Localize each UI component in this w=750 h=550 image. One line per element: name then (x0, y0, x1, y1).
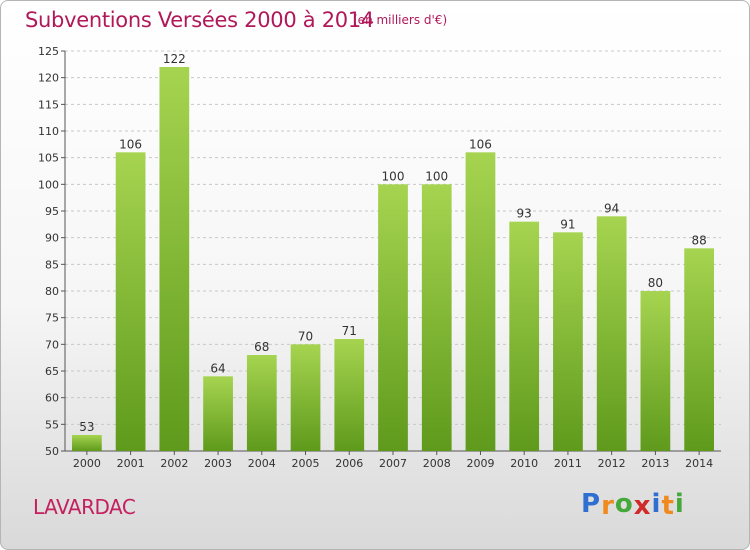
y-tick-label: 55 (45, 418, 59, 431)
y-tick-label: 100 (38, 178, 59, 191)
y-tick-label: 75 (45, 312, 59, 325)
data-label: 53 (79, 420, 94, 434)
y-tick-label: 50 (45, 445, 59, 458)
logo-letter: o (614, 489, 634, 519)
x-tick-label: 2012 (598, 457, 626, 470)
y-tick-label: 65 (45, 365, 59, 378)
logo-letter: i (651, 489, 662, 519)
chart-title: Subventions Versées 2000 à 2014 (25, 8, 374, 32)
logo-letter: x (633, 491, 652, 521)
data-label: 106 (119, 137, 142, 151)
data-label: 122 (163, 52, 186, 66)
logo-letter: t (661, 491, 675, 521)
bar-2004 (246, 355, 277, 451)
y-tick-label: 95 (45, 205, 59, 218)
x-tick-label: 2009 (466, 457, 494, 470)
data-label: 80 (648, 276, 663, 290)
bar-2007 (378, 184, 408, 452)
x-tick-label: 2010 (510, 457, 538, 470)
x-tick-label: 2013 (641, 457, 669, 470)
x-tick-label: 2001 (117, 457, 145, 470)
logo-letter: P (581, 489, 602, 519)
y-tick-label: 105 (38, 152, 59, 165)
data-label: 93 (517, 207, 532, 221)
y-tick-label: 115 (38, 98, 59, 111)
data-label: 100 (425, 169, 448, 183)
bar-2014 (684, 248, 715, 451)
bar-2002 (159, 67, 190, 451)
x-tick-label: 2004 (248, 457, 276, 470)
y-tick-label: 85 (45, 258, 59, 271)
commune-name: LAVARDAC (33, 495, 136, 519)
bar-2011 (553, 232, 583, 451)
bar-2009 (465, 152, 496, 452)
logo-letter: r (601, 491, 615, 521)
bar-2006 (334, 339, 365, 451)
x-tick-label: 2005 (292, 457, 320, 470)
bar-2013 (640, 291, 671, 451)
y-tick-label: 110 (38, 125, 59, 138)
x-tick-label: 2002 (160, 457, 188, 470)
bar-2008 (421, 184, 452, 452)
y-tick-label: 90 (45, 232, 59, 245)
data-label: 64 (210, 361, 225, 375)
data-label: 88 (691, 233, 706, 247)
bar-2000 (71, 435, 102, 451)
bar-2001 (115, 152, 146, 452)
y-tick-label: 125 (38, 45, 59, 58)
data-label: 68 (254, 340, 269, 354)
x-tick-label: 2006 (335, 457, 363, 470)
data-label: 106 (469, 137, 492, 151)
bar-2005 (290, 344, 321, 451)
data-label: 100 (382, 169, 405, 183)
x-tick-label: 2000 (73, 457, 101, 470)
bar-2010 (509, 221, 540, 451)
data-label: 91 (560, 217, 575, 231)
data-label: 70 (298, 329, 313, 343)
x-tick-label: 2014 (685, 457, 713, 470)
x-tick-label: 2011 (554, 457, 582, 470)
y-tick-label: 60 (45, 392, 59, 405)
y-tick-label: 120 (38, 72, 59, 85)
y-tick-label: 70 (45, 338, 59, 351)
x-tick-label: 2008 (423, 457, 451, 470)
chart-subtitle: (en milliers d'€) (353, 13, 448, 27)
x-tick-label: 2007 (379, 457, 407, 470)
data-label: 71 (342, 324, 357, 338)
bar-2012 (596, 216, 627, 451)
x-tick-label: 2003 (204, 457, 232, 470)
proxiti-logo: Proxiti (581, 489, 685, 521)
logo-letter: i (674, 489, 685, 519)
data-label: 94 (604, 201, 619, 215)
bar-2003 (203, 376, 233, 451)
y-tick-label: 80 (45, 285, 59, 298)
